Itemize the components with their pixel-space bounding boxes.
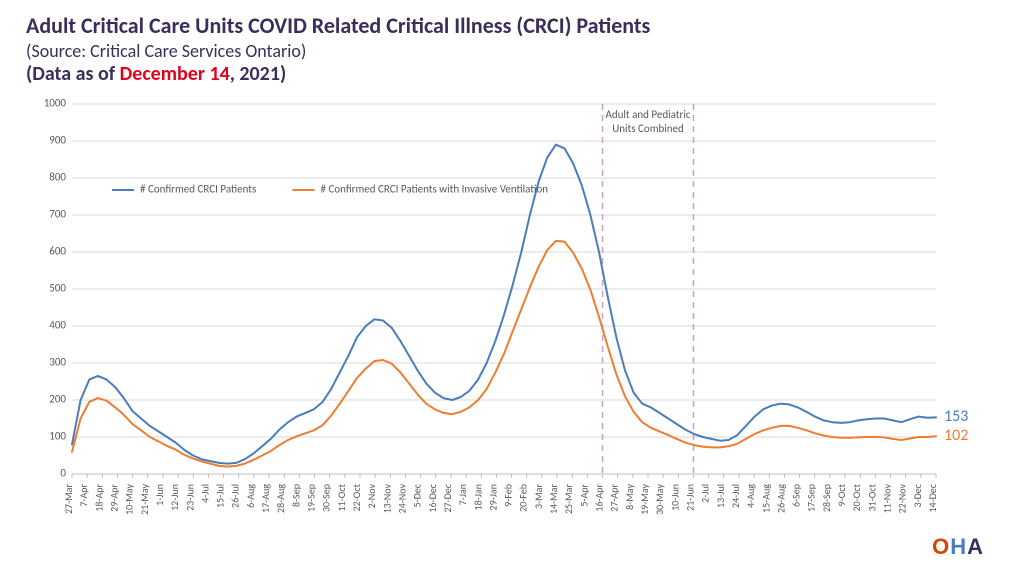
svg-text:21-Jun: 21-Jun — [683, 484, 696, 511]
svg-text:10-May: 10-May — [123, 484, 136, 515]
svg-text:200: 200 — [49, 393, 66, 406]
svg-text:0: 0 — [60, 467, 66, 480]
svg-text:29-Jan: 29-Jan — [486, 484, 499, 510]
svg-text:11-Nov: 11-Nov — [881, 484, 894, 514]
svg-text:Adult and Pediatric: Adult and Pediatric — [605, 108, 690, 121]
svg-text:Units Combined: Units Combined — [612, 122, 684, 135]
chart-title: Adult Critical Care Units COVID Related … — [26, 12, 986, 40]
svg-text:900: 900 — [49, 134, 66, 147]
svg-text:29-Apr: 29-Apr — [107, 483, 120, 511]
svg-text:24-Jul: 24-Jul — [729, 484, 742, 508]
svg-text:12-Jun: 12-Jun — [168, 484, 181, 511]
svg-text:22-Nov: 22-Nov — [896, 484, 909, 514]
chart-date-line: (Data as of December 14, 2021) — [26, 62, 986, 87]
svg-text:700: 700 — [49, 208, 66, 221]
svg-text:30-May: 30-May — [653, 484, 666, 515]
svg-text:27-Mar: 27-Mar — [62, 483, 75, 514]
svg-text:27-Dec: 27-Dec — [441, 483, 454, 512]
svg-text:17-Aug: 17-Aug — [259, 484, 272, 513]
svg-text:153: 153 — [944, 407, 968, 426]
svg-text:22-Oct: 22-Oct — [350, 483, 363, 511]
chart-source: (Source: Critical Care Services Ontario) — [26, 40, 986, 63]
svg-text:3-Mar: 3-Mar — [532, 483, 545, 508]
svg-text:600: 600 — [49, 245, 66, 258]
svg-text:9-Oct: 9-Oct — [835, 483, 848, 506]
svg-text:28-Sep: 28-Sep — [820, 484, 833, 512]
svg-text:19-May: 19-May — [638, 484, 651, 515]
oha-logo: OHA — [932, 534, 984, 560]
svg-text:19-Sep: 19-Sep — [305, 484, 318, 512]
svg-text:4-Jul: 4-Jul — [198, 484, 211, 503]
svg-text:26-Aug: 26-Aug — [774, 484, 787, 513]
line-chart: 0100200300400500600700800900100027-Mar7-… — [26, 98, 986, 518]
title-block: Adult Critical Care Units COVID Related … — [26, 12, 986, 87]
svg-text:# Confirmed CRCI Patients: # Confirmed CRCI Patients — [140, 183, 256, 196]
svg-text:3-Dec: 3-Dec — [911, 483, 924, 507]
svg-text:7-Apr: 7-Apr — [77, 483, 90, 506]
svg-text:16-Apr: 16-Apr — [593, 483, 606, 511]
svg-text:15-Aug: 15-Aug — [759, 484, 772, 513]
svg-text:26-Jul: 26-Jul — [229, 484, 242, 508]
svg-text:11-Oct: 11-Oct — [335, 483, 348, 511]
svg-text:500: 500 — [49, 282, 66, 295]
svg-text:31-Oct: 31-Oct — [865, 483, 878, 511]
svg-text:14-Mar: 14-Mar — [547, 483, 560, 514]
svg-text:17-Sep: 17-Sep — [805, 484, 818, 512]
svg-text:16-Dec: 16-Dec — [426, 483, 439, 512]
svg-text:5-Apr: 5-Apr — [577, 483, 590, 506]
svg-text:10-Jun: 10-Jun — [668, 484, 681, 511]
svg-text:27-Apr: 27-Apr — [608, 483, 621, 511]
svg-text:25-Mar: 25-Mar — [562, 483, 575, 514]
svg-text:20-Feb: 20-Feb — [517, 484, 530, 512]
svg-text:6-Sep: 6-Sep — [790, 484, 803, 507]
svg-text:8-Sep: 8-Sep — [289, 484, 302, 507]
svg-text:24-Nov: 24-Nov — [395, 484, 408, 514]
svg-text:9-Feb: 9-Feb — [502, 484, 515, 507]
svg-text:15-Jul: 15-Jul — [214, 484, 227, 508]
svg-text:100: 100 — [49, 430, 66, 443]
svg-text:2-Jul: 2-Jul — [699, 484, 712, 503]
svg-text:18-Apr: 18-Apr — [92, 483, 105, 511]
svg-text:23-Jun: 23-Jun — [183, 484, 196, 511]
svg-text:400: 400 — [49, 319, 66, 332]
svg-text:30-Sep: 30-Sep — [320, 484, 333, 512]
svg-text:1-Jun: 1-Jun — [153, 484, 166, 506]
svg-text:2-Nov: 2-Nov — [365, 484, 378, 509]
svg-text:5-Dec: 5-Dec — [411, 483, 424, 507]
svg-text:20-Oct: 20-Oct — [850, 483, 863, 511]
svg-text:1000: 1000 — [44, 98, 67, 110]
svg-text:18-Jan: 18-Jan — [471, 484, 484, 510]
svg-text:13-Jul: 13-Jul — [714, 484, 727, 508]
svg-text:800: 800 — [49, 171, 66, 184]
svg-text:300: 300 — [49, 356, 66, 369]
svg-text:4-Aug: 4-Aug — [744, 484, 757, 508]
svg-text:21-May: 21-May — [138, 484, 151, 515]
svg-text:8-May: 8-May — [623, 484, 636, 510]
svg-text:14-Dec: 14-Dec — [926, 483, 939, 512]
svg-text:28-Aug: 28-Aug — [274, 484, 287, 513]
svg-text:13-Nov: 13-Nov — [380, 484, 393, 514]
svg-text:7-Jan: 7-Jan — [456, 484, 469, 505]
svg-text:6-Aug: 6-Aug — [244, 484, 257, 508]
svg-text:102: 102 — [944, 426, 968, 445]
svg-text:# Confirmed CRCI Patients with: # Confirmed CRCI Patients with Invasive … — [321, 183, 549, 196]
